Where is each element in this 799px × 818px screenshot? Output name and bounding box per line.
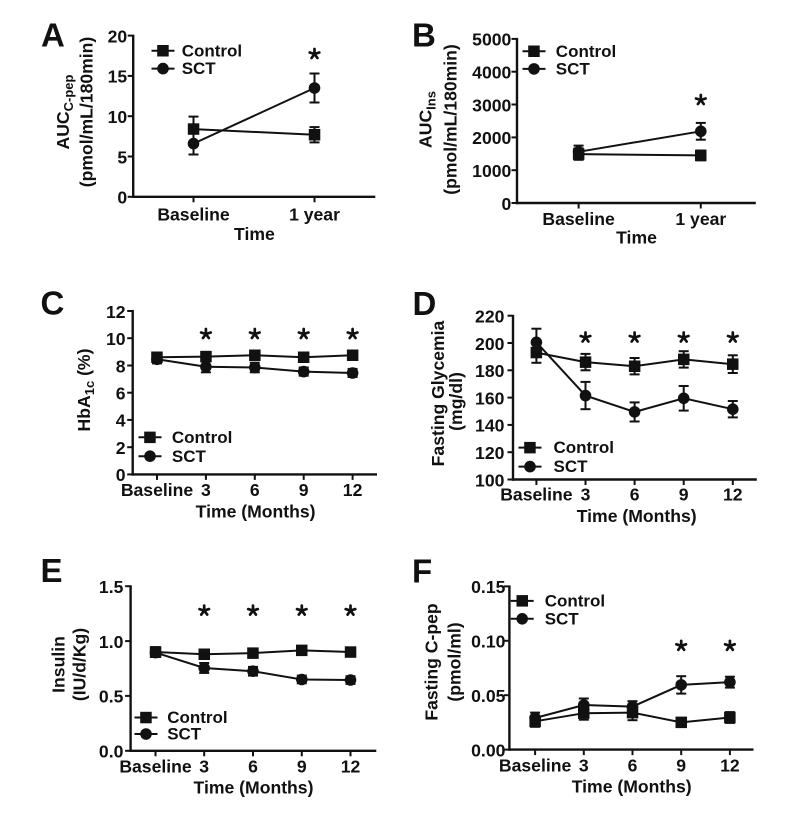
svg-text:SCT: SCT [167,725,202,744]
svg-text:3000: 3000 [472,95,511,115]
svg-text:SCT: SCT [545,609,580,628]
svg-text:(pmol/mL/180min): (pmol/mL/180min) [77,37,97,188]
svg-text:6: 6 [630,485,640,505]
svg-text:Time: Time [616,228,657,248]
svg-text:10: 10 [108,107,128,127]
svg-text:140: 140 [475,416,505,436]
svg-text:6: 6 [628,756,638,776]
svg-text:3: 3 [579,756,589,776]
svg-text:SCT: SCT [172,447,207,466]
svg-text:10: 10 [106,329,126,349]
svg-text:Baseline: Baseline [121,480,194,500]
svg-text:3: 3 [199,757,209,777]
svg-text:12: 12 [106,302,126,322]
svg-text:Baseline: Baseline [500,485,573,505]
svg-text:5000: 5000 [472,30,511,50]
svg-text:(pmol/ml): (pmol/ml) [445,622,465,701]
svg-text:(mg/dl): (mg/dl) [446,372,466,431]
svg-text:1000: 1000 [472,161,511,181]
svg-text:12: 12 [341,757,361,777]
svg-text:6: 6 [116,384,126,404]
svg-text:220: 220 [475,307,505,327]
svg-text:1 year: 1 year [675,209,726,229]
svg-text:C: C [41,285,65,322]
svg-text:6: 6 [248,757,258,777]
svg-text:2000: 2000 [472,128,511,148]
svg-text:Control: Control [172,428,232,447]
svg-text:Time (Months): Time (Months) [572,777,692,797]
svg-text:Baseline: Baseline [542,209,615,229]
svg-text:4: 4 [116,411,126,431]
svg-text:A: A [41,16,65,53]
svg-text:9: 9 [297,757,307,777]
svg-text:200: 200 [475,334,505,354]
svg-text:Fasting Glycemia: Fasting Glycemia [428,320,448,466]
svg-text:8: 8 [116,356,126,376]
svg-text:Control: Control [554,438,614,457]
svg-text:0.15: 0.15 [471,577,505,597]
svg-text:SCT: SCT [554,457,589,476]
svg-text:1.5: 1.5 [99,577,124,597]
svg-text:0: 0 [116,465,126,485]
svg-text:Control: Control [182,41,242,60]
svg-text:SCT: SCT [556,60,591,79]
svg-text:B: B [412,16,436,53]
svg-text:F: F [412,553,432,590]
svg-text:2: 2 [116,438,126,458]
svg-text:Time (Months): Time (Months) [577,506,697,526]
svg-text:Control: Control [545,592,605,611]
svg-text:0: 0 [117,188,127,208]
svg-text:0.0: 0.0 [99,742,124,762]
svg-text:E: E [41,552,63,589]
svg-text:1.0: 1.0 [99,632,124,652]
svg-text:15: 15 [108,67,128,87]
svg-text:180: 180 [475,361,505,381]
svg-text:9: 9 [299,480,309,500]
svg-text:20: 20 [108,26,128,46]
svg-text:0.10: 0.10 [471,632,505,652]
svg-text:9: 9 [679,485,689,505]
svg-text:12: 12 [723,485,743,505]
svg-text:Baseline: Baseline [119,757,192,777]
svg-text:9: 9 [676,756,686,776]
svg-text:(IU/d/Kg): (IU/d/Kg) [70,628,90,701]
svg-text:Time (Months): Time (Months) [196,502,316,522]
svg-text:100: 100 [475,470,505,490]
svg-text:160: 160 [475,388,505,408]
svg-text:Fasting C-pep: Fasting C-pep [422,603,442,721]
svg-text:0.00: 0.00 [471,740,505,760]
svg-text:12: 12 [720,756,740,776]
svg-text:Baseline: Baseline [499,756,572,776]
svg-text:HbA1c (%): HbA1c (%) [74,349,97,432]
svg-text:120: 120 [475,443,505,463]
svg-text:0: 0 [502,194,512,214]
svg-text:Control: Control [167,708,227,727]
svg-text:Time: Time [234,224,275,244]
svg-text:(pmol/mL/180min): (pmol/mL/180min) [441,44,461,195]
svg-text:0.05: 0.05 [471,686,505,706]
svg-text:Time (Months): Time (Months) [194,778,314,798]
svg-text:SCT: SCT [182,59,217,78]
svg-text:3: 3 [201,480,211,500]
svg-text:Baseline: Baseline [157,205,230,225]
svg-text:Insulin: Insulin [49,636,69,693]
svg-text:1 year: 1 year [289,205,340,225]
svg-text:5: 5 [117,147,127,167]
svg-text:3: 3 [581,485,591,505]
svg-text:12: 12 [343,480,363,500]
svg-text:4000: 4000 [472,63,511,83]
svg-text:6: 6 [250,480,260,500]
svg-text:Control: Control [556,42,616,61]
svg-text:0.5: 0.5 [99,687,124,707]
svg-text:D: D [413,285,437,322]
